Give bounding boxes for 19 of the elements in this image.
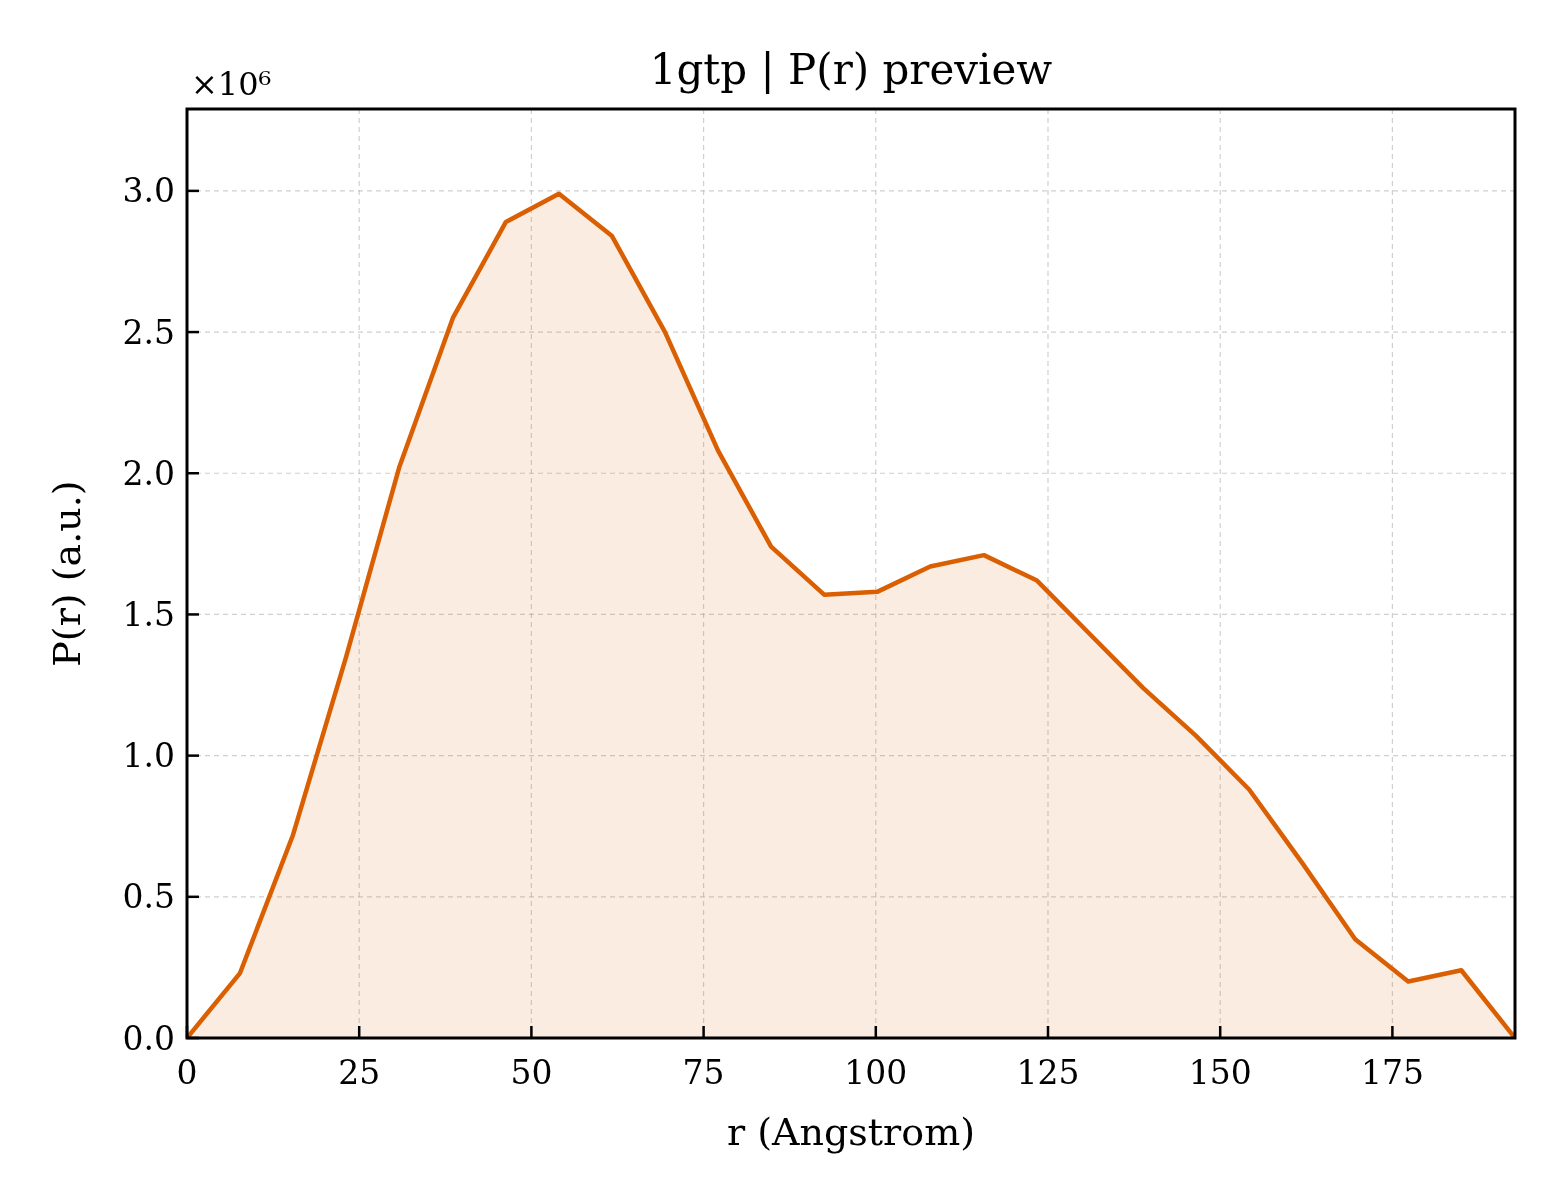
y-tick-label: 0.5 xyxy=(122,877,175,917)
chart-title: 1gtp | P(r) preview xyxy=(649,45,1053,94)
x-tick-label: 75 xyxy=(682,1053,725,1092)
x-tick-label: 50 xyxy=(510,1053,553,1092)
x-tick-label: 175 xyxy=(1360,1053,1424,1092)
x-tick-label: 100 xyxy=(844,1053,908,1092)
y-tick-label: 0.0 xyxy=(122,1018,175,1058)
text: ×10⁶ xyxy=(191,65,272,103)
x-tick-label: 0 xyxy=(176,1053,198,1092)
x-tick-label: 125 xyxy=(1016,1053,1080,1092)
y-tick-label: 2.5 xyxy=(122,312,175,352)
y-tick-label: 2.0 xyxy=(122,453,175,493)
y-tick-label: 3.0 xyxy=(122,171,175,211)
x-tick-label: 150 xyxy=(1188,1053,1252,1092)
y-tick-label: 1.5 xyxy=(122,594,175,634)
x-tick-label: 25 xyxy=(338,1053,381,1092)
y-tick-label: 1.0 xyxy=(122,736,175,776)
x-axis-title: r (Angstrom) xyxy=(727,1110,975,1154)
y-axis-title: P(r) (a.u.) xyxy=(45,480,89,667)
